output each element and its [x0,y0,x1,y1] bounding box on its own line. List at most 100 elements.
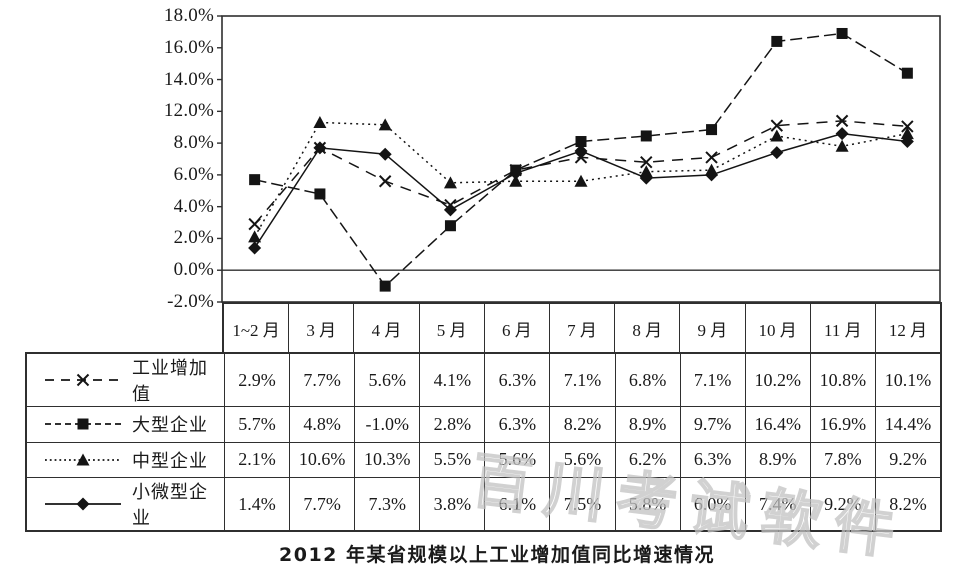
y-axis-tick-label: 2.0% [173,227,214,249]
square-marker [706,124,718,136]
value-cell: 5.6% [484,441,550,477]
month-header-cell: 12 月 [874,304,940,352]
value-cell: 9.2% [809,477,875,530]
value-cell: 5.8% [614,477,680,530]
month-header-cell: 11 月 [809,304,875,352]
triangle-marker [639,165,653,178]
value-cell: 6.3% [484,406,550,442]
value-cell: 10.1% [874,354,940,406]
value-cell: 4.8% [289,406,355,442]
cross-marker [248,217,261,231]
triangle-marker [900,127,914,140]
square-marker [444,220,456,232]
value-cell: 9.7% [679,406,745,442]
month-header-cell: 4 月 [353,304,418,352]
value-cell: 2.8% [419,406,485,442]
month-header-cell: 8 月 [614,304,679,352]
legend-line-sample-square [45,418,121,430]
value-cell: 8.9% [614,406,680,442]
diamond-marker [248,241,262,255]
diamond-marker [509,166,523,180]
series-label-cell: 小微型企业 [27,477,224,530]
diamond-marker [378,147,392,161]
series-line-1 [254,32,908,288]
triangle-marker [770,129,784,142]
value-cell: 5.7% [224,406,290,442]
value-cell: 8.9% [744,441,810,477]
cross-marker [835,114,849,128]
series-label-cell: 工业增加值 [27,354,224,406]
y-axis-tick-label: 14.0% [163,68,214,90]
value-cell: 7.7% [289,354,354,406]
triangle-marker [248,230,262,243]
value-cell: 6.8% [614,354,680,406]
y-axis-tick-label: 0.0% [173,259,214,281]
square-marker [314,188,326,200]
data-table: 工业增加值 2.9% 7.7% 5.6% 4.1% 6.3% 7.1% 6.8% 7.1% 10.… [25,352,942,532]
value-cell: 7.3% [354,477,420,530]
series-name: 工业增加值 [132,358,208,404]
value-cell: 6.3% [679,441,745,477]
square-marker [640,130,652,142]
diamond-marker [835,127,849,141]
y-axis-tick-label: 6.0% [173,163,214,185]
value-cell: 14.4% [874,406,940,442]
month-header-cell: 7 月 [548,304,614,352]
cross-marker [770,119,784,132]
value-cell: 8.2% [549,406,615,442]
diamond-marker [574,144,588,158]
y-axis-tick-label: 12.0% [163,100,214,122]
month-header-cell: 1~2 月 [232,320,280,340]
value-cell: 1.4% [224,477,290,530]
value-cell: 10.8% [809,354,875,406]
value-cell: 6.3% [484,354,549,406]
series-label-cell: 大型企业 [27,406,224,442]
square-marker [575,136,587,148]
value-cell: 10.6% [289,441,355,477]
y-axis-tick-label: 18.0% [163,5,214,26]
legend-line-sample-cross [45,373,121,387]
cross-marker [640,155,653,169]
value-cell: 9.2% [874,441,940,477]
diamond-marker [770,146,784,160]
value-cell: 7.1% [549,354,614,406]
series-name: 小微型企业 [132,482,208,528]
y-axis-tick-label: 16.0% [163,36,214,58]
y-axis-tick-label: 8.0% [173,132,214,154]
value-cell: 10.3% [354,441,420,477]
triangle-marker [574,174,588,187]
y-axis-tick-label: 4.0% [173,195,214,217]
legend-line-sample-triangle [45,453,121,466]
value-cell: 6.1% [484,477,550,530]
value-cell: 3.8% [419,477,485,530]
diamond-marker [313,141,327,155]
square-marker [379,280,391,292]
square-marker [771,35,783,47]
diamond-marker [639,171,653,185]
value-cell: 6.0% [679,477,745,530]
month-header-cell: 9 月 [679,304,744,352]
value-cell: 6.2% [614,441,680,477]
value-cell: 2.9% [224,354,289,406]
cross-marker [378,175,392,188]
square-marker [901,67,913,79]
square-marker [249,174,261,186]
value-cell: 7.5% [549,477,615,530]
plot-area [221,15,941,303]
diamond-marker [900,135,914,149]
value-cell: 5.6% [549,441,615,477]
value-cell: 16.9% [809,406,875,442]
y-axis-tick-label: -2.0% [167,291,214,312]
cross-marker [705,151,718,164]
month-header-cell: 5 月 [418,304,484,352]
square-marker [836,27,848,39]
triangle-marker [378,118,392,131]
month-header-cell: 10 月 [744,304,810,352]
value-cell: 10.2% [744,354,810,406]
value-cell: 5.6% [354,354,419,406]
month-header-cell: 6 月 [483,304,549,352]
value-cell: 5.5% [419,441,485,477]
month-header-cell: 3 月 [288,304,353,352]
